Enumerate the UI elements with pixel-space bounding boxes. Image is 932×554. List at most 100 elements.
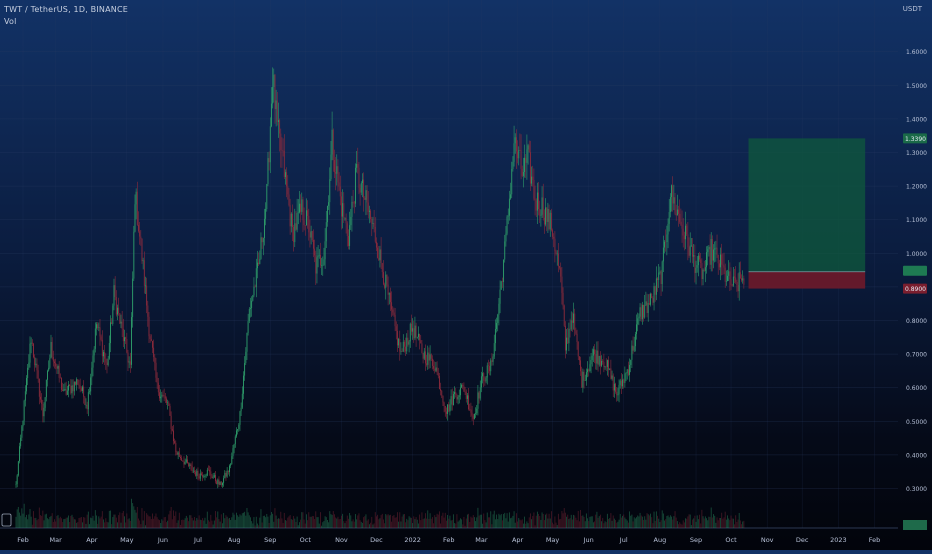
candle-body xyxy=(398,338,400,346)
volume-bar xyxy=(522,523,524,528)
candle-body xyxy=(47,370,48,380)
volume-bar xyxy=(33,511,34,528)
volume-bar xyxy=(89,524,90,528)
candle-body xyxy=(273,74,275,88)
volume-bar xyxy=(80,517,82,528)
volume-bar xyxy=(173,510,174,528)
volume-bar xyxy=(654,520,656,528)
candle-body xyxy=(716,247,718,255)
volume-bar xyxy=(191,517,193,528)
candle-body xyxy=(152,340,153,348)
volume-bar xyxy=(602,517,604,528)
candle-body xyxy=(643,305,644,318)
candle-body xyxy=(583,371,585,381)
candle-body xyxy=(434,368,436,371)
candle-body xyxy=(428,352,430,361)
volume-bar xyxy=(627,522,629,528)
volume-bar xyxy=(605,522,607,528)
candle-body xyxy=(205,475,207,477)
volume-bar xyxy=(352,519,354,528)
volume-bar xyxy=(250,517,251,528)
candle-body xyxy=(664,241,665,248)
volume-bar xyxy=(280,511,282,528)
x-tick-label: Feb xyxy=(17,536,29,544)
candle-body xyxy=(168,402,170,407)
volume-bar xyxy=(699,514,700,528)
candle-body xyxy=(568,328,570,344)
volume-bar xyxy=(427,510,429,528)
candle-body xyxy=(105,358,107,363)
volume-bar xyxy=(35,517,37,528)
volume-bar xyxy=(153,518,155,528)
volume-bar xyxy=(187,517,188,528)
candle-body xyxy=(367,202,369,212)
volume-bar xyxy=(716,517,718,528)
volume-bar xyxy=(248,515,250,528)
candle-body xyxy=(190,464,192,466)
volume-bar xyxy=(470,516,472,528)
volume-bar xyxy=(630,515,632,528)
candle-body xyxy=(709,246,711,265)
volume-bar xyxy=(693,518,695,528)
volume-bar xyxy=(319,512,321,528)
volume-bar xyxy=(273,521,275,528)
candle-body xyxy=(492,356,494,362)
candle-body xyxy=(353,202,355,204)
candle-body xyxy=(345,217,347,224)
candle-body xyxy=(347,235,349,246)
volume-bar xyxy=(318,523,320,528)
volume-bar xyxy=(244,511,246,528)
candle-body xyxy=(232,448,234,457)
price-axis-unit: USDT xyxy=(902,5,922,13)
candle-body xyxy=(326,205,328,223)
candle-body xyxy=(178,452,180,457)
volume-bar xyxy=(580,509,582,528)
volume-bar xyxy=(461,519,463,528)
candle-body xyxy=(743,278,745,285)
volume-bar xyxy=(246,508,248,528)
candle-body xyxy=(702,269,704,280)
candle-body xyxy=(651,293,653,299)
volume-bar xyxy=(45,513,47,528)
volume-bar xyxy=(561,511,563,528)
volume-bar xyxy=(700,523,702,528)
volume-bar xyxy=(447,514,449,528)
candle-body xyxy=(199,473,201,479)
candle-body xyxy=(441,390,443,396)
volume-bar xyxy=(113,514,115,528)
volume-bar xyxy=(71,514,73,528)
volume-bar xyxy=(732,518,734,528)
candle-body xyxy=(244,363,246,376)
candle-body xyxy=(630,359,632,366)
candle-body xyxy=(248,308,250,322)
volume-bar xyxy=(410,517,412,528)
candle-body xyxy=(108,343,110,359)
candle-body xyxy=(44,397,46,408)
volume-bar xyxy=(616,522,618,528)
volume-bar xyxy=(251,521,253,528)
candle-body xyxy=(636,324,637,335)
x-tick-label: Jun xyxy=(583,536,594,544)
volume-bar xyxy=(43,520,45,528)
volume-bar xyxy=(658,518,660,528)
volume-bar xyxy=(129,520,131,528)
volume-bar xyxy=(353,521,355,528)
volume-bar xyxy=(735,515,737,528)
candle-body xyxy=(96,324,97,329)
candle-body xyxy=(296,213,298,230)
candle-body xyxy=(701,263,703,280)
candle-body xyxy=(560,267,562,277)
candle-body xyxy=(375,241,377,248)
volume-bar xyxy=(107,522,109,528)
volume-bar xyxy=(124,516,125,528)
candle-body xyxy=(500,281,502,290)
volume-bar xyxy=(707,520,709,528)
volume-bar xyxy=(497,519,499,528)
volume-bar xyxy=(443,517,445,528)
volume-bar xyxy=(154,516,156,528)
volume-bar xyxy=(430,518,432,528)
volume-bar xyxy=(359,520,361,528)
candle-body xyxy=(422,353,424,359)
